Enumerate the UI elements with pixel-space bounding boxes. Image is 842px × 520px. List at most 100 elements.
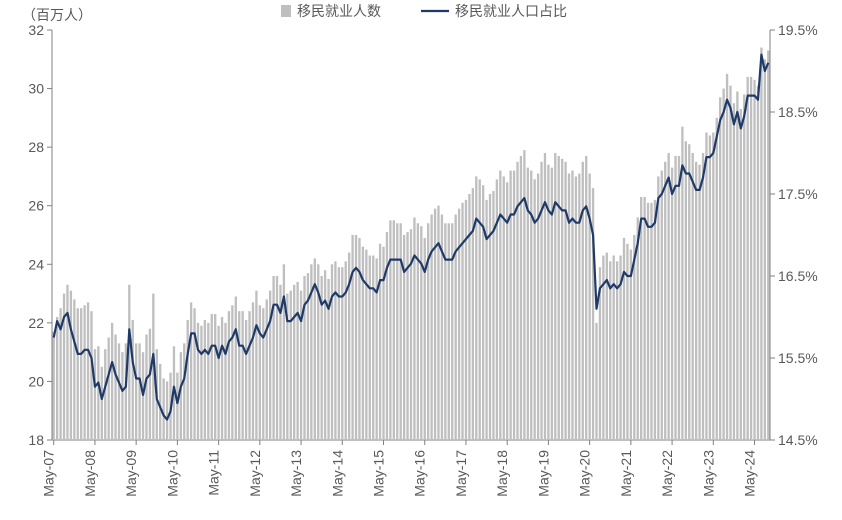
x-tick-label: May-13 [288,450,304,497]
bar [255,291,257,440]
x-tick-label: May-18 [494,450,510,497]
bar [709,135,711,440]
bar [389,220,391,440]
bar [661,171,663,440]
bar [413,217,415,440]
x-tick-label: May-17 [453,450,469,497]
bar [183,343,185,440]
bar [465,200,467,440]
bar [245,320,247,440]
bar [351,235,353,440]
bar [733,103,735,440]
bar [650,203,652,440]
bar [406,232,408,440]
y-left-tick-label: 30 [28,81,44,97]
bar [396,223,398,440]
bar [475,176,477,440]
bar [678,156,680,440]
bar [334,261,336,440]
bar [743,94,745,440]
y-left-axis-label: （百万人） [22,7,92,23]
legend-label: 移民就业人数 [297,3,381,19]
bar [654,200,656,440]
bar [585,156,587,440]
x-tick-label: May-09 [123,450,139,497]
bar [204,320,206,440]
bar [544,153,546,440]
bar [719,97,721,440]
bar [630,250,632,440]
bar [716,118,718,440]
bar [97,346,99,440]
bar [338,267,340,440]
x-tick-label: May-07 [41,450,57,497]
bar [393,220,395,440]
bar [369,256,371,441]
bar [114,335,116,440]
bar [135,343,137,440]
bar [296,282,298,440]
bar [479,179,481,440]
bar [430,215,432,441]
bar [578,174,580,441]
bar [111,323,113,440]
bar [640,197,642,440]
bar [241,311,243,440]
bar [90,311,92,440]
bar [454,215,456,441]
bar [537,174,539,441]
bar [674,156,676,440]
bar [266,299,268,440]
x-tick-label: May-14 [329,450,345,497]
bar [726,74,728,440]
bar [324,270,326,440]
bar [722,89,724,440]
x-tick-label: May-19 [535,450,551,497]
bar [224,323,226,440]
bar [166,381,168,440]
bar [595,323,597,440]
bar [400,223,402,440]
bar [561,159,563,440]
bar [568,174,570,441]
bar [162,379,164,441]
bar [70,291,72,440]
bar [736,92,738,441]
bar [290,291,292,440]
y-left-tick-label: 28 [28,139,44,155]
bar [221,317,223,440]
bar [695,162,697,440]
bar [217,326,219,440]
bar [73,299,75,440]
bar [132,320,134,440]
bar [276,276,278,440]
x-tick-label: May-08 [82,450,98,497]
bar [66,285,68,440]
bar [197,323,199,440]
bar [520,156,522,440]
bar [702,153,704,440]
y-right-tick-label: 14.5% [778,432,818,448]
bar [530,171,532,440]
bar [643,197,645,440]
bar [647,203,649,440]
x-tick-label: May-16 [412,450,428,497]
bar [101,367,103,440]
bar [509,171,511,440]
y-right-tick-label: 17.5% [778,186,818,202]
bar [283,264,285,440]
bar [482,185,484,440]
bar [692,153,694,440]
bar [448,223,450,440]
bar [128,285,130,440]
bar [248,311,250,440]
bar [623,238,625,440]
bar [664,162,666,440]
x-tick-label: May-11 [206,450,222,496]
bar [80,308,82,440]
bar [238,311,240,440]
bar [540,162,542,440]
bar [358,238,360,440]
bar [767,51,769,441]
bar [379,244,381,440]
